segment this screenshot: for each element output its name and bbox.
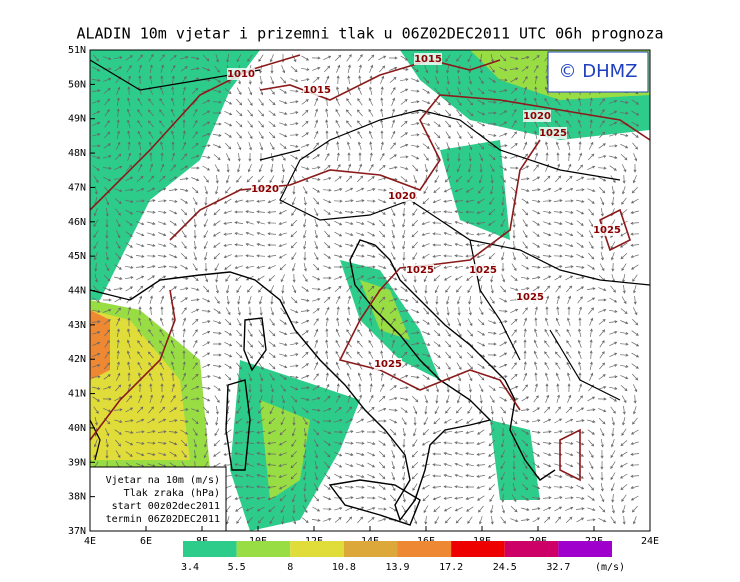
isobar-label-bg (516, 291, 544, 303)
x-tick-label: 6E (140, 536, 152, 547)
y-tick-label: 51N (68, 45, 86, 56)
info-line: start 00z02dec2011 (112, 501, 220, 512)
isobar-label-bg (523, 110, 551, 122)
colorbar-box (290, 541, 344, 557)
colorbar-label: 5.5 (228, 562, 246, 573)
isobar-label-bg (227, 68, 255, 80)
coastline (129, 239, 492, 522)
colorbar-box (236, 541, 291, 557)
isobar-label-bg (374, 358, 402, 370)
island (243, 317, 267, 372)
y-tick-label: 46N (68, 217, 86, 228)
isobar-label: 1010 (227, 69, 255, 80)
x-tick-label: 24E (641, 536, 659, 547)
isobar-labels: 1010 1015 1015 1020 1025 1020 1020 1025 1025 1025… (227, 53, 621, 370)
colorbar-box (558, 541, 612, 557)
info-line: termin 06Z02DEC2011 (106, 514, 220, 525)
coastlines (89, 59, 651, 526)
colorbar: 3.4 5.5 8 10.8 13.9 17.2 24.5 32.7 (m/s) (181, 541, 625, 573)
colorbar-label: 10.8 (332, 562, 356, 573)
y-tick-label: 45N (68, 251, 86, 262)
wind-region (490, 420, 540, 500)
y-tick-label: 40N (68, 423, 86, 434)
isobar-label: 1025 (374, 359, 402, 370)
colorbar-box (343, 541, 398, 557)
colorbar-box (451, 541, 505, 557)
y-tick-label: 38N (68, 492, 86, 503)
colorbar-unit: (m/s) (595, 562, 625, 573)
y-tick-label: 39N (68, 457, 86, 468)
logo-box (547, 51, 649, 93)
isobar-lines (89, 54, 651, 482)
isobar-label: 1025 (516, 292, 544, 303)
island (328, 479, 421, 526)
logo: © DHMZ (559, 61, 638, 82)
y-tick-label: 50N (68, 79, 86, 90)
wind-region (90, 50, 260, 300)
colorbar-box (504, 541, 559, 557)
isobar-label-bg (593, 224, 621, 236)
wind-region (260, 400, 310, 500)
y-tick-label: 43N (68, 320, 86, 331)
colorbar-label: 13.9 (385, 562, 409, 573)
colorbar-box (397, 541, 452, 557)
wind-region (360, 280, 410, 340)
x-tick-label: 4E (84, 536, 96, 547)
isobar-label: 1020 (523, 111, 551, 122)
isobar-label: 1020 (388, 191, 416, 202)
info-line: Tlak zraka (hPa) (124, 488, 220, 499)
isobar-label: 1025 (593, 225, 621, 236)
info-line: Vjetar na 10m (m/s) (106, 475, 220, 486)
isobar-label-bg (388, 190, 416, 202)
island (225, 379, 251, 471)
isobar-label: 1025 (469, 265, 497, 276)
colorbar-label: 17.2 (439, 562, 463, 573)
title: ALADIN 10m vjetar i prizemni tlak u 06Z0… (77, 25, 664, 43)
colorbar-label: 24.5 (493, 562, 517, 573)
colorbar-label: 8 (287, 562, 293, 573)
isobar-label: 1015 (303, 85, 331, 96)
isobar-label: 1025 (539, 128, 567, 139)
y-tick-label: 48N (68, 148, 86, 159)
isobar-label-bg (303, 84, 331, 96)
borders (89, 59, 651, 461)
y-tick-label: 44N (68, 286, 86, 297)
y-tick-label: 49N (68, 114, 86, 125)
colorbar-box (183, 541, 237, 557)
isobar-label: 1025 (406, 265, 434, 276)
colorbar-label: 32.7 (546, 562, 570, 573)
y-tick-label: 37N (68, 526, 86, 537)
colorbar-label: 3.4 (181, 562, 199, 573)
isobar-label-bg (469, 264, 497, 276)
isobar-label-bg (414, 53, 442, 65)
isobar-label-bg (251, 183, 279, 195)
info-box (89, 466, 227, 532)
coastline (374, 244, 556, 481)
y-tick-label: 41N (68, 389, 86, 400)
isobar-label: 1015 (414, 54, 442, 65)
isobar-label-bg (539, 127, 567, 139)
isobar-label: 1020 (251, 184, 279, 195)
y-tick-label: 42N (68, 354, 86, 365)
isobar-label-bg (406, 264, 434, 276)
wind-region (90, 310, 110, 380)
wind-region (440, 140, 510, 240)
y-tick-label: 47N (68, 182, 86, 193)
map-area: 1010 1015 1015 1020 1025 1020 1020 1025 1025 1025… (89, 49, 651, 532)
